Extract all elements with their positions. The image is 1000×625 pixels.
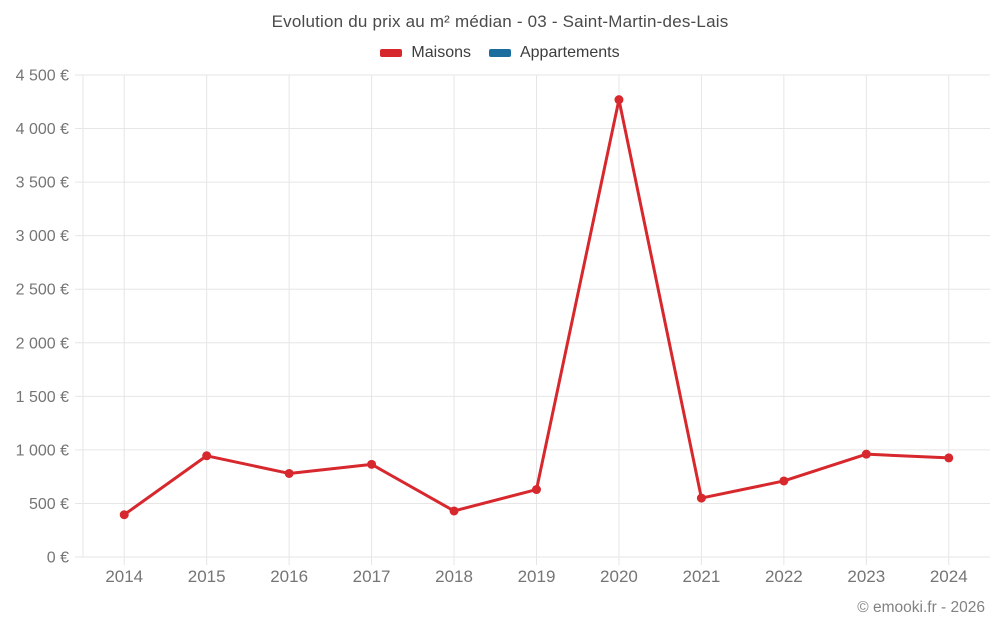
legend-item-maisons[interactable]: Maisons (380, 44, 471, 62)
x-tick-label: 2017 (353, 567, 391, 586)
maisons-point-2024[interactable] (944, 453, 954, 463)
y-tick-label: 3 000 € (16, 228, 69, 245)
maisons-point-2022[interactable] (779, 476, 789, 486)
legend-item-appartements[interactable]: Appartements (488, 44, 620, 62)
legend-label-appartements: Appartements (519, 44, 620, 61)
x-tick-label: 2014 (105, 567, 143, 586)
maisons-point-2021[interactable] (696, 493, 706, 503)
y-tick-label: 2 000 € (16, 335, 69, 352)
chart-legend: Maisons Appartements (0, 44, 1000, 62)
x-tick-label: 2020 (600, 567, 638, 586)
maisons-point-2014[interactable] (119, 510, 129, 520)
x-tick-label: 2024 (930, 567, 968, 586)
y-tick-label: 3 500 € (16, 175, 69, 192)
y-tick-label: 500 € (29, 496, 69, 513)
appartements-swatch-icon (488, 49, 511, 57)
y-tick-label: 2 500 € (16, 282, 69, 299)
maisons-point-2016[interactable] (284, 468, 294, 478)
y-tick-label: 0 € (47, 550, 69, 567)
x-tick-label: 2015 (188, 567, 226, 586)
x-tick-label: 2019 (518, 567, 556, 586)
y-tick-label: 1 500 € (16, 389, 69, 406)
maisons-point-2023[interactable] (861, 449, 871, 459)
legend-label-maisons: Maisons (411, 44, 471, 61)
maisons-point-2020[interactable] (614, 95, 624, 105)
x-tick-label: 2021 (682, 567, 720, 586)
maisons-point-2018[interactable] (449, 506, 459, 516)
maisons-swatch-icon (380, 49, 403, 57)
maisons-point-2019[interactable] (532, 485, 541, 495)
maisons-point-2017[interactable] (367, 459, 377, 469)
y-tick-label: 1 000 € (16, 442, 69, 459)
chart-title: Evolution du prix au m² médian - 03 - Sa… (271, 12, 729, 31)
maisons-point-2015[interactable] (202, 451, 212, 461)
y-tick-label: 4 000 € (16, 121, 69, 138)
copyright-text: © emooki.fr - 2026 (857, 599, 985, 616)
x-tick-label: 2018 (435, 567, 473, 586)
y-tick-label: 4 500 € (16, 68, 69, 85)
x-tick-label: 2022 (765, 567, 803, 586)
x-tick-label: 2016 (270, 567, 308, 586)
x-tick-label: 2023 (847, 567, 885, 586)
